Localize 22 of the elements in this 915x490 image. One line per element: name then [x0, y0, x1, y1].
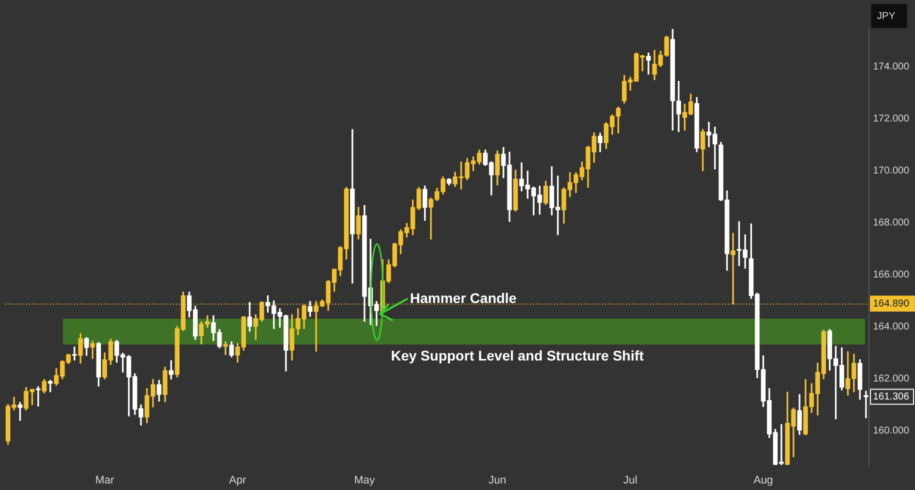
- y-tick-label: 170.000: [873, 166, 910, 177]
- y-tick-label: 168.000: [873, 218, 910, 229]
- text: 161.306: [873, 392, 910, 403]
- x-tick-label: Jun: [488, 474, 506, 487]
- y-tick-label: 164.000: [873, 322, 910, 333]
- y-tick-label: 166.000: [873, 270, 910, 281]
- band-label: Key Support Level and Structure Shift: [390, 347, 644, 364]
- candlestick: [72, 346, 77, 360]
- y-tick-label: 174.000: [873, 61, 910, 72]
- x-tick-label: Apr: [229, 474, 246, 487]
- x-tick-label: Aug: [753, 474, 774, 487]
- ref-line-label: 164.890: [873, 298, 910, 310]
- x-tick-label: May: [354, 474, 376, 487]
- y-tick-label: 172.000: [873, 113, 910, 124]
- x-tick-label: Mar: [95, 474, 114, 487]
- candlestick: [223, 341, 228, 355]
- y-axis-title: JPY: [877, 10, 896, 22]
- annotation: Hammer Candle: [410, 290, 517, 306]
- candlestick: [646, 52, 651, 75]
- y-tick-label: 160.000: [873, 426, 910, 437]
- y-tick-label: 162.000: [873, 374, 910, 385]
- x-tick-label: Jul: [623, 474, 638, 487]
